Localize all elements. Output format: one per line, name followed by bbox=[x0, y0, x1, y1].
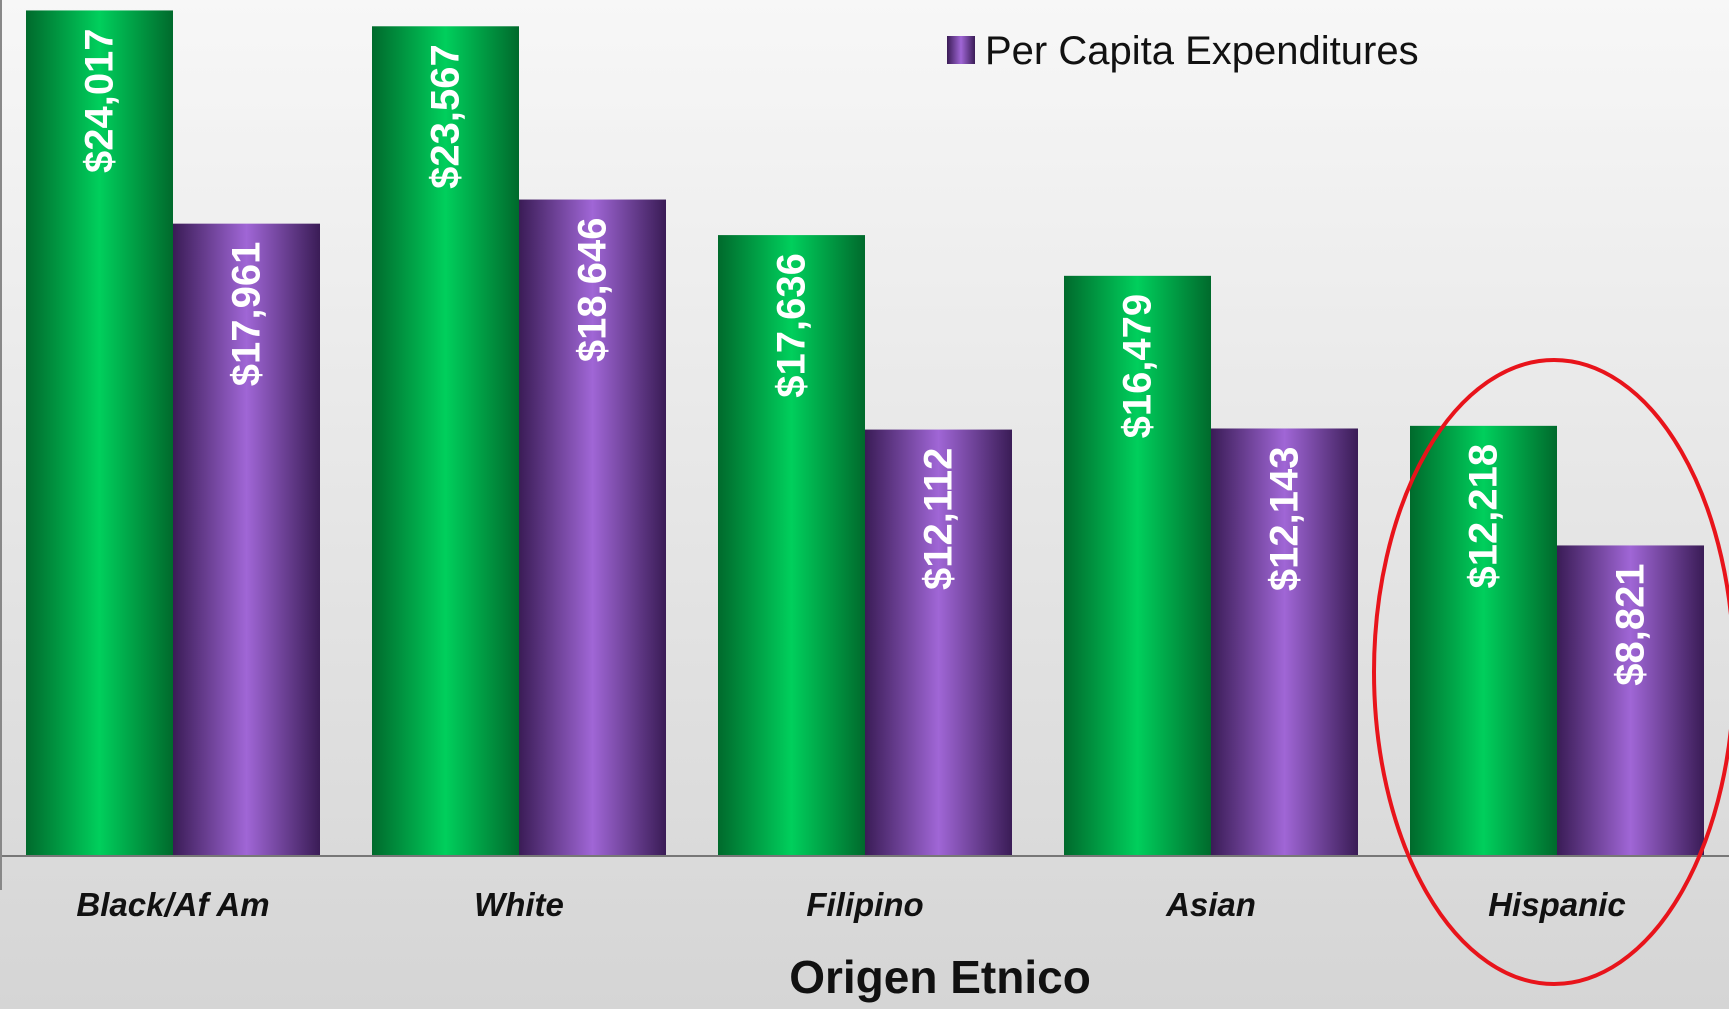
category-labels-layer: Black/Af Am White Filipino Asian Hispanic bbox=[76, 886, 1625, 923]
category-label-hispanic: Hispanic bbox=[1488, 886, 1626, 923]
highlight-ellipse bbox=[1372, 358, 1729, 986]
category-label-asian: Asian bbox=[1165, 886, 1256, 923]
bar-hispanic-purple bbox=[1557, 545, 1704, 856]
bar-filipino-green bbox=[718, 235, 865, 856]
category-label-white: White bbox=[474, 886, 564, 923]
data-labels-layer: $24,017 $17,961 $23,567 $18,646 $17,636 $12,1… bbox=[78, 28, 1653, 685]
data-label-hispanic-purple: $8,821 bbox=[1609, 563, 1653, 685]
data-label-white-green: $23,567 bbox=[424, 44, 468, 189]
bar-white-purple bbox=[519, 199, 666, 856]
bar-black-af-am-green bbox=[26, 10, 173, 856]
data-label-black-af-am-purple: $17,961 bbox=[225, 242, 269, 387]
data-label-filipino-green: $17,636 bbox=[770, 253, 814, 398]
bar-hispanic-green bbox=[1410, 425, 1557, 856]
bar-asian-purple bbox=[1211, 428, 1358, 856]
bar-black-af-am-purple bbox=[173, 223, 320, 856]
data-label-asian-green: $16,479 bbox=[1116, 294, 1160, 439]
data-label-asian-purple: $12,143 bbox=[1263, 446, 1307, 591]
x-axis-title: Origen Etnico bbox=[789, 951, 1091, 1003]
data-label-white-purple: $18,646 bbox=[571, 218, 615, 363]
category-label-black-af-am: Black/Af Am bbox=[76, 886, 269, 923]
legend-label: Per Capita Expenditures bbox=[985, 29, 1419, 73]
bar-asian-green bbox=[1064, 275, 1211, 856]
bar-filipino-purple bbox=[865, 429, 1012, 856]
legend-swatch bbox=[947, 36, 975, 64]
data-label-hispanic-green: $12,218 bbox=[1462, 444, 1506, 589]
bars-layer bbox=[26, 10, 1704, 857]
legend: Per Capita Expenditures bbox=[947, 29, 1419, 73]
data-label-filipino-purple: $12,112 bbox=[917, 448, 961, 590]
data-label-black-af-am-green: $24,017 bbox=[78, 28, 122, 173]
bar-white-green bbox=[372, 26, 519, 857]
category-label-filipino: Filipino bbox=[806, 886, 923, 923]
